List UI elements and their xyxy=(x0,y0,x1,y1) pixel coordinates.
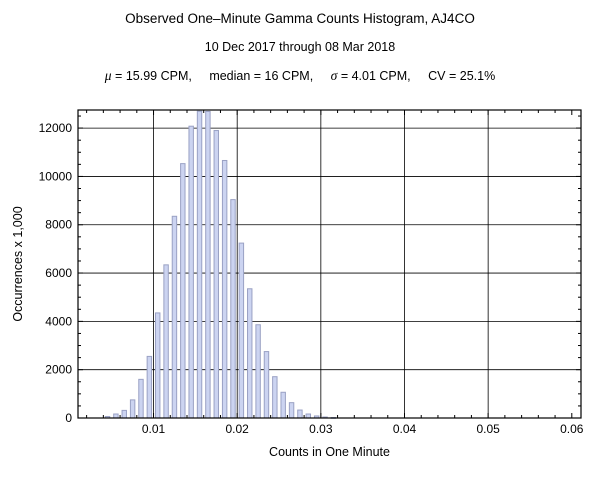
histogram-bar xyxy=(221,159,228,419)
x-axis-label: Counts in One Minute xyxy=(269,445,390,459)
histogram-bar xyxy=(230,199,236,419)
x-tick-label: 0.01 xyxy=(142,422,166,436)
y-tick-label: 4000 xyxy=(45,314,72,328)
histogram-bar xyxy=(138,378,144,419)
chart-title: Observed One–Minute Gamma Counts Histogr… xyxy=(125,11,475,26)
x-tick-label: 0.05 xyxy=(476,422,500,436)
stat-median: median = 16 CPM, xyxy=(209,69,314,83)
x-tick-label: 0.04 xyxy=(393,422,417,436)
histogram-bar xyxy=(263,351,270,419)
histogram-bar xyxy=(180,163,186,419)
histogram-bar xyxy=(146,355,153,419)
y-tick-label: 8000 xyxy=(45,218,72,232)
x-tick-label: 0.03 xyxy=(309,422,333,436)
sigma-value: = 4.01 CPM, xyxy=(337,69,411,83)
y-tick-label: 12000 xyxy=(39,121,73,135)
histogram-bar xyxy=(288,402,295,419)
y-tick-label: 10000 xyxy=(39,169,73,183)
y-tick-label: 6000 xyxy=(45,266,72,280)
histogram-bar xyxy=(163,264,169,419)
stat-cv: CV = 25.1% xyxy=(428,69,496,83)
x-tick-label: 0.06 xyxy=(560,422,584,436)
sigma-symbol: σ xyxy=(330,68,338,83)
histogram-bar xyxy=(205,110,211,419)
histogram-bar xyxy=(188,125,194,419)
histogram-bar xyxy=(213,130,219,419)
plot-frame xyxy=(77,109,582,419)
histogram-bar xyxy=(247,288,253,419)
mu-symbol: μ xyxy=(104,68,112,83)
y-tick-label: 0 xyxy=(65,411,72,425)
chart-stats-line: μ = 15.99 CPM, median = 16 CPM, σ = 4.01… xyxy=(0,68,600,84)
histogram-bar xyxy=(196,110,203,419)
histogram-bar xyxy=(272,376,278,419)
stat-mu: μ = 15.99 CPM, xyxy=(104,68,192,83)
chart-subtitle: 10 Dec 2017 through 08 Mar 2018 xyxy=(204,40,396,54)
histogram-bar xyxy=(121,409,127,419)
histogram-bar xyxy=(297,409,303,419)
y-axis-label: Occurrences x 1,000 xyxy=(11,206,25,321)
y-tick-label: 2000 xyxy=(45,363,72,377)
histogram-bar xyxy=(238,242,245,419)
histogram-bar xyxy=(280,391,286,419)
histogram-bar xyxy=(155,312,161,419)
stat-sigma: σ = 4.01 CPM, xyxy=(330,68,411,83)
x-tick-label: 0.02 xyxy=(226,422,250,436)
histogram-bar xyxy=(171,215,178,419)
histogram-bar xyxy=(255,324,261,419)
mu-value: = 15.99 CPM, xyxy=(111,69,192,83)
histogram-bar xyxy=(129,399,136,419)
